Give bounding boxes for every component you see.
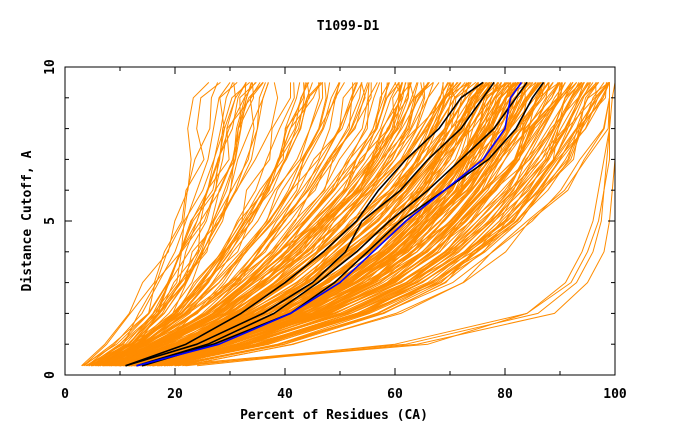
series-line [119, 82, 354, 367]
series-line [105, 82, 419, 367]
y-tick-label: 5 [43, 217, 58, 225]
series-line [130, 82, 511, 367]
series-line [114, 82, 357, 367]
highlight-line-blue [136, 81, 523, 367]
series-line [153, 82, 589, 367]
series-line [119, 82, 372, 367]
series-line [99, 82, 321, 367]
series-line [127, 82, 404, 367]
series-line [171, 82, 610, 367]
series-line [85, 82, 219, 367]
series-line [148, 82, 578, 367]
series-line [127, 82, 492, 367]
series-line [106, 82, 459, 367]
series-line [103, 82, 313, 367]
series-line [103, 82, 310, 367]
y-tick-label: 10 [43, 59, 58, 75]
series-line [177, 82, 591, 367]
x-tick-label: 60 [387, 387, 403, 402]
series-line [184, 82, 610, 367]
series-line [151, 82, 554, 367]
series-line [104, 82, 320, 367]
series-line [83, 82, 221, 367]
series-line [96, 82, 378, 367]
highlight-line-black [136, 81, 528, 367]
series-line [154, 82, 563, 367]
highlight-line-black [125, 81, 495, 367]
series-line [96, 82, 269, 367]
x-tick-label: 80 [497, 387, 513, 402]
series-line [122, 82, 388, 367]
x-tick-label: 0 [61, 387, 69, 402]
series-line [115, 82, 331, 367]
series-line [110, 82, 327, 367]
series-line [196, 82, 610, 367]
series-line [83, 82, 234, 367]
series-line [92, 82, 251, 367]
series-line [109, 82, 358, 367]
series-line [134, 82, 426, 367]
series-line [116, 82, 430, 367]
y-axis-label: Distance Cutoff, A [20, 150, 35, 291]
highlight-line-black [125, 81, 484, 367]
series-line [132, 82, 429, 367]
series-line [166, 82, 608, 367]
series-line [142, 82, 541, 367]
series-line [144, 82, 549, 367]
x-tick-label: 20 [167, 387, 183, 402]
plot-lines [81, 81, 616, 367]
chart-title: T1099-D1 [317, 19, 380, 34]
axis-ticks: 0 20 40 60 80 100 0 5 10 [43, 59, 627, 402]
series-line [88, 82, 264, 367]
x-axis-label: Percent of Residues (CA) [240, 408, 428, 423]
series-line [130, 82, 454, 367]
series-line [120, 82, 489, 367]
series-line [90, 82, 291, 367]
series-line [88, 82, 236, 367]
series-line [102, 82, 340, 367]
x-tick-label: 100 [603, 387, 627, 402]
series-line [153, 82, 566, 367]
series-line [86, 82, 231, 367]
series-line [174, 82, 605, 367]
series-line [166, 82, 580, 367]
series-line [102, 82, 266, 367]
series-line [104, 82, 261, 367]
series-line [153, 82, 588, 367]
series-line [182, 82, 610, 367]
series-line [107, 82, 452, 367]
y-tick-label: 0 [43, 371, 58, 379]
series-line [111, 82, 403, 367]
series-line [81, 82, 210, 367]
x-tick-label: 40 [277, 387, 293, 402]
series-line [135, 82, 506, 367]
series-line [100, 82, 345, 367]
series-line [112, 82, 401, 367]
